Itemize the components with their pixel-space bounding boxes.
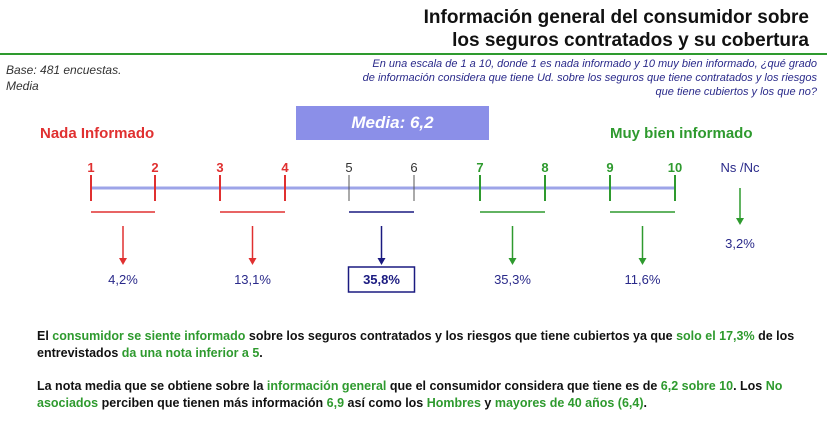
scale-tick-label: 6 [410,160,417,175]
question-line-2: de información considera que tiene Ud. s… [362,72,817,84]
nsnc-label: Ns /Nc [721,160,761,175]
summary1-text: . [259,346,263,360]
question-line-1: En una escala de 1 a 10, donde 1 es nada… [372,58,817,70]
base-line-2: Media [6,79,39,93]
value-label: 11,6% [625,272,661,287]
group-arrow-head [248,258,257,265]
value-label: 3,2% [725,236,755,251]
group-arrow-head [508,258,517,265]
summary2-highlight: 6,9 [326,396,345,410]
summary2-highlight: información general [266,379,387,393]
summary2-highlight: mayores de 40 años (6,4) [494,396,644,410]
scale-tick-label: 3 [216,160,223,175]
summary1-highlight: solo el 17,3% [676,329,755,343]
question-line-3: que tiene cubiertos y los que no? [655,86,817,98]
scale-tick-label: 5 [345,160,352,175]
rating-scale-chart: 1 2 3 4 5 6 7 8 9 10 Ns /Nc 4,2% 13,1% 35,8% 35,3% 11,6… [87,160,761,293]
value-label: 13,1% [234,272,271,287]
scale-tick-label: 1 [87,160,94,175]
scale-tick-label: 7 [476,160,483,175]
summary1-highlight: consumidor se siente informado [52,329,246,343]
summary-paragraph-1: El consumidor se siente informado sobre … [37,328,807,362]
highlight-box [347,266,416,293]
value-label: 4,2% [108,272,138,287]
summary2-text: . [643,396,647,410]
value-label: 35,8% [363,272,400,287]
summary1-text: El [37,329,53,343]
summary1-text: sobre los seguros contratados y los ries… [245,329,677,343]
group-arrow-head [638,258,647,265]
summary2-highlight: No asociados [37,379,783,410]
base-line-1: Base: 481 encuestas. [6,63,122,77]
summary2-highlight: 6,2 sobre 10 [660,379,734,393]
summary2-text: . Los [733,379,766,393]
group-arrow-head [736,218,744,225]
summary1-text: de los entrevistados [37,329,795,360]
value-label: 35,3% [494,272,531,287]
summary2-text: perciben que tienen más información [98,396,327,410]
summary2-text: La nota media que se obtiene sobre la [37,379,267,393]
mean-box: Media: 6,2 [296,106,489,140]
summary2-text: así como los [344,396,427,410]
scale-tick-label: 9 [606,160,613,175]
summary2-text: que el consumidor considera que tiene es… [386,379,661,393]
scale-tick-label: 8 [541,160,548,175]
base-note: Base: 481 encuestas. Media [6,62,121,94]
summary2-text: y [480,396,495,410]
summary2-highlight: Hombres [426,396,481,410]
scale-right-label: Muy bien informado [610,125,753,142]
page-title: Información general del consumidor sobre… [289,6,809,52]
title-line-2: los seguros contratados y su cobertura [452,30,809,51]
scale-tick-label: 2 [151,160,158,175]
header-divider [0,53,827,55]
scale-tick-label: 10 [668,160,682,175]
group-arrow-head [377,258,386,265]
survey-question: En una escala de 1 a 10, donde 1 es nada… [247,57,817,99]
group-arrow-head [119,258,127,265]
summary-paragraph-2: La nota media que se obtiene sobre la in… [37,378,807,412]
scale-tick-label: 4 [281,160,289,175]
summary1-highlight: da una nota inferior a 5 [121,346,260,360]
scale-left-label: Nada Informado [40,125,155,142]
title-line-1: Información general del consumidor sobre [423,7,809,28]
